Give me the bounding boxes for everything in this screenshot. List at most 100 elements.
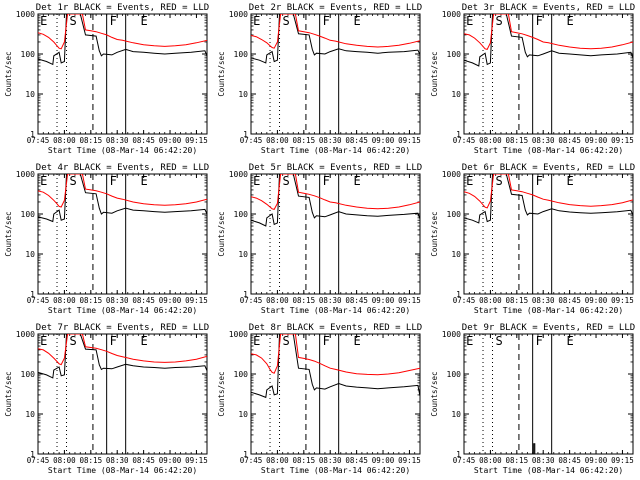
x-tick-label: 08:30 xyxy=(106,456,129,465)
x-tick-label: 09:00 xyxy=(372,456,395,465)
x-tick-label: 07:45 xyxy=(27,136,50,145)
events-series-line xyxy=(251,14,420,64)
plot-frame xyxy=(37,333,208,455)
plot-frame xyxy=(37,13,208,135)
x-tick-label: 07:45 xyxy=(453,136,476,145)
x-tick-label: 08:15 xyxy=(293,456,316,465)
events-series-line xyxy=(251,174,420,227)
x-tick-label: 09:15 xyxy=(185,136,208,145)
x-tick-label: 08:45 xyxy=(558,456,581,465)
panel-title: Det 7r BLACK = Events, RED = LLD xyxy=(36,323,209,333)
plot-frame xyxy=(463,13,634,135)
event-marker-label: S xyxy=(283,14,290,28)
x-tick-label: 08:45 xyxy=(345,456,368,465)
y-axis-label: Counts/sec xyxy=(217,371,226,416)
x-tick-label: 08:00 xyxy=(479,456,502,465)
event-marker-label: E xyxy=(466,174,473,188)
y-tick-label: 1000 xyxy=(16,170,35,179)
event-marker-label: S xyxy=(70,174,77,188)
event-marker-label: F xyxy=(110,14,117,28)
event-marker-label: S xyxy=(283,334,290,348)
y-tick-label: 10 xyxy=(25,250,35,259)
x-tick-label: 08:30 xyxy=(106,296,129,305)
y-tick-label: 1000 xyxy=(442,10,461,19)
x-tick-label: 08:15 xyxy=(293,296,316,305)
x-tick-label: 09:15 xyxy=(398,296,421,305)
x-axis-label: Start Time (08-Mar-14 06:42:20) xyxy=(261,146,410,155)
x-tick-label: 07:45 xyxy=(27,456,50,465)
events-series-line xyxy=(251,334,420,399)
events-series-line xyxy=(464,14,633,67)
detector-panel-7: Det 7r BLACK = Events, RED = LLD 1 10 100 10… xyxy=(4,323,209,475)
y-tick-label: 1 xyxy=(456,290,461,299)
x-tick-label: 09:00 xyxy=(372,296,395,305)
x-tick-label: 08:30 xyxy=(532,296,555,305)
y-tick-label: 1000 xyxy=(229,10,248,19)
x-tick-label: 08:45 xyxy=(132,456,155,465)
x-axis-label: Start Time (08-Mar-14 06:42:20) xyxy=(48,146,197,155)
y-tick-label: 10 xyxy=(451,250,461,259)
x-axis-label: Start Time (08-Mar-14 06:42:20) xyxy=(48,306,197,315)
y-tick-label: 100 xyxy=(234,370,249,379)
lld-series-line xyxy=(464,174,633,209)
event-marker-label: E xyxy=(353,174,360,188)
x-tick-label: 08:00 xyxy=(53,456,76,465)
x-tick-label: 08:15 xyxy=(506,456,529,465)
y-tick-label: 1000 xyxy=(16,330,35,339)
event-marker-label: F xyxy=(323,14,330,28)
event-marker-label: S xyxy=(496,174,503,188)
event-marker-label: E xyxy=(466,14,473,28)
lld-series-line xyxy=(38,174,207,208)
lld-series-line xyxy=(38,14,207,50)
detector-panel-6: Det 6r BLACK = Events, RED = LLD 1 10 100 10… xyxy=(430,163,635,315)
x-axis-label: Start Time (08-Mar-14 06:42:20) xyxy=(474,146,623,155)
y-tick-label: 10 xyxy=(451,410,461,419)
event-marker-label: S xyxy=(70,334,77,348)
x-tick-label: 09:00 xyxy=(585,136,608,145)
x-tick-label: 09:00 xyxy=(159,456,182,465)
plot-frame xyxy=(37,173,208,295)
y-tick-label: 1 xyxy=(30,290,35,299)
panel-title: Det 1r BLACK = Events, RED = LLD xyxy=(36,3,209,13)
detector-panel-1: Det 1r BLACK = Events, RED = LLD 1 10 100 10… xyxy=(4,3,209,155)
y-axis-label: Counts/sec xyxy=(430,51,439,96)
x-tick-label: 08:00 xyxy=(266,296,289,305)
y-tick-label: 100 xyxy=(234,50,249,59)
events-series-line xyxy=(38,174,207,223)
detector-panel-5: Det 5r BLACK = Events, RED = LLD 1 10 100 10… xyxy=(217,163,422,315)
x-tick-label: 08:30 xyxy=(532,136,555,145)
x-tick-label: 07:45 xyxy=(453,456,476,465)
x-tick-label: 08:15 xyxy=(80,296,103,305)
x-tick-label: 07:45 xyxy=(27,296,50,305)
x-tick-label: 08:15 xyxy=(80,136,103,145)
event-marker-label: S xyxy=(496,334,503,348)
event-marker-label: E xyxy=(566,14,573,28)
event-marker-label: E xyxy=(253,174,260,188)
event-marker-label: S xyxy=(283,174,290,188)
x-axis-label: Start Time (08-Mar-14 06:42:20) xyxy=(474,306,623,315)
panel-title: Det 3r BLACK = Events, RED = LLD xyxy=(462,3,635,13)
lld-series-line xyxy=(38,334,207,366)
x-tick-label: 08:30 xyxy=(532,456,555,465)
y-tick-label: 1000 xyxy=(229,330,248,339)
event-marker-label: E xyxy=(40,14,47,28)
x-tick-label: 09:00 xyxy=(159,296,182,305)
x-tick-label: 07:45 xyxy=(240,136,263,145)
event-marker-label: E xyxy=(353,334,360,348)
x-tick-label: 09:15 xyxy=(611,136,634,145)
panel-title: Det 8r BLACK = Events, RED = LLD xyxy=(249,323,422,333)
y-tick-label: 10 xyxy=(25,410,35,419)
x-tick-label: 08:45 xyxy=(345,296,368,305)
y-axis-label: Counts/sec xyxy=(217,51,226,96)
x-tick-label: 09:00 xyxy=(585,296,608,305)
y-tick-label: 1 xyxy=(30,450,35,459)
detector-panel-9: Det 9r BLACK = Events, RED = LLD 1 10 100 10… xyxy=(430,323,635,475)
x-axis-label: Start Time (08-Mar-14 06:42:20) xyxy=(261,466,410,475)
x-axis-label: Start Time (08-Mar-14 06:42:20) xyxy=(261,306,410,315)
y-axis-label: Counts/sec xyxy=(4,371,13,416)
y-axis-label: Counts/sec xyxy=(430,371,439,416)
detector-panel-4: Det 4r BLACK = Events, RED = LLD 1 10 100 10… xyxy=(4,163,209,315)
x-tick-label: 09:00 xyxy=(372,136,395,145)
event-marker-label: F xyxy=(536,14,543,28)
